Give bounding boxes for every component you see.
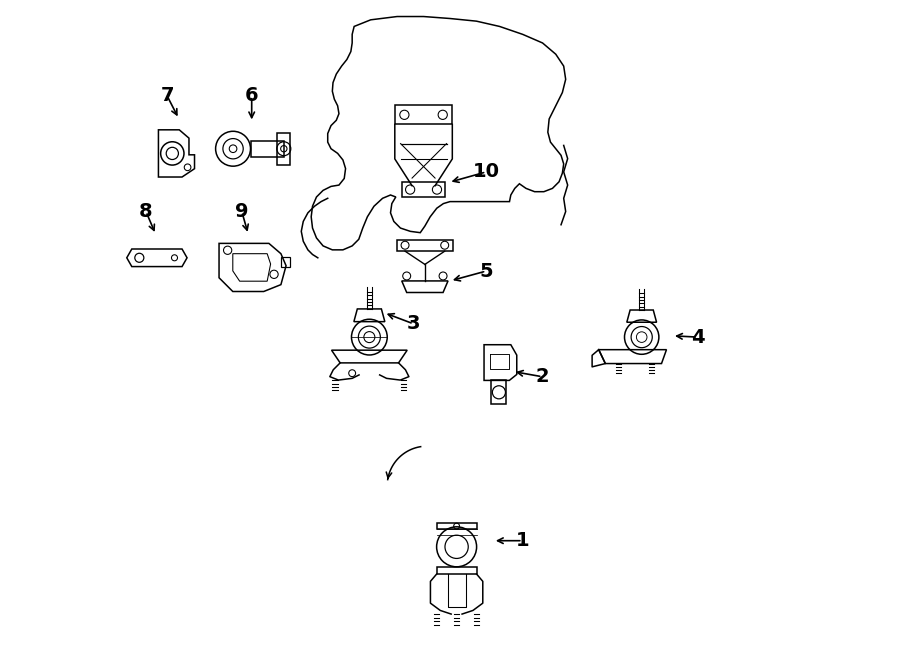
Text: 2: 2 (536, 368, 549, 386)
Text: 1: 1 (516, 531, 529, 550)
Text: 9: 9 (235, 202, 248, 221)
Text: 6: 6 (245, 87, 258, 105)
Text: 5: 5 (480, 262, 493, 280)
Text: 8: 8 (140, 202, 153, 221)
Text: 3: 3 (407, 315, 420, 333)
Text: 7: 7 (160, 87, 174, 105)
Text: 10: 10 (472, 163, 500, 181)
Text: 4: 4 (691, 328, 705, 346)
